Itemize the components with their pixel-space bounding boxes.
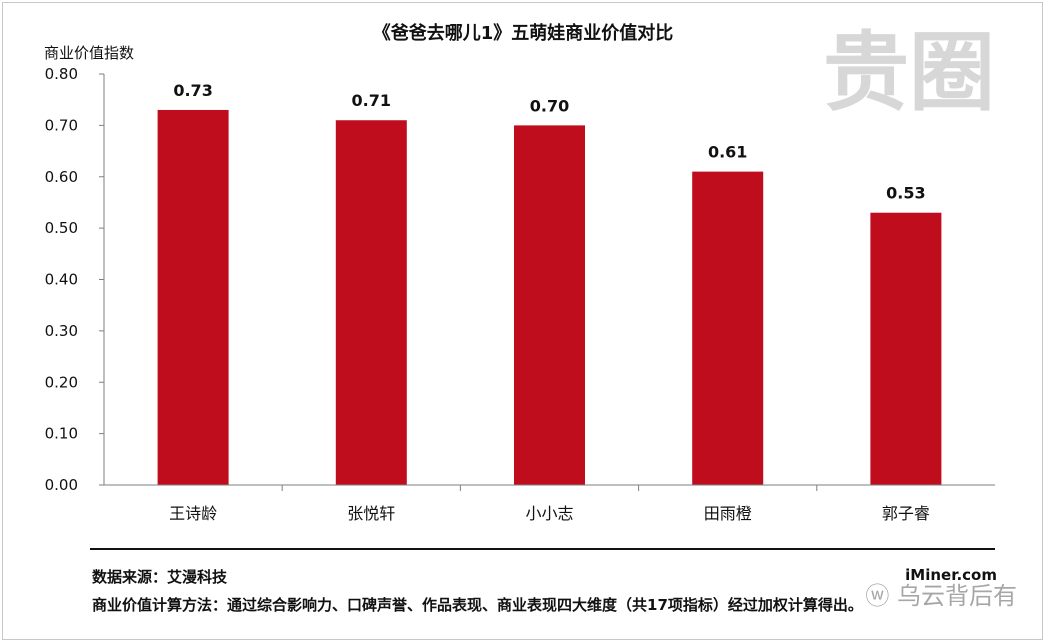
method-note: 商业价值计算方法：通过综合影响力、口碑声誉、作品表现、商业表现四大维度（共17项… — [92, 596, 863, 614]
y-tick-label: 0.50 — [45, 219, 78, 237]
y-axis-label: 商业价值指数 — [44, 44, 134, 62]
y-tick-label: 0.20 — [45, 373, 78, 391]
bars — [157, 109, 942, 486]
bar — [157, 109, 229, 486]
y-tick-label: 0.60 — [45, 168, 78, 186]
value-label: 0.70 — [530, 96, 569, 115]
footer-divider — [90, 548, 995, 550]
y-axis: 0.00 0.10 0.20 0.30 0.40 0.50 0.60 0.70 0.80 — [45, 65, 104, 494]
chart-title: 《爸爸去哪儿1》五萌娃商业价值对比 — [373, 22, 674, 44]
y-tick-label: 0.30 — [45, 322, 78, 340]
axes — [103, 74, 995, 486]
y-tick-label: 0.00 — [45, 476, 78, 494]
data-source: 数据来源：艾漫科技 — [92, 568, 228, 586]
x-axis-labels: 王诗龄 张悦轩 小小志 田雨橙 郭子睿 — [169, 485, 930, 523]
value-labels: 0.73 0.71 0.70 0.61 0.53 — [173, 81, 925, 203]
bar — [335, 120, 407, 486]
x-tick-label: 田雨橙 — [704, 504, 752, 523]
y-tick-label: 0.80 — [45, 65, 78, 83]
y-tick-label: 0.70 — [45, 116, 78, 134]
bar — [692, 171, 764, 486]
social-watermark: ⓦ 乌云背后有 — [865, 582, 1017, 610]
bar — [514, 125, 585, 485]
y-tick-label: 0.10 — [45, 425, 78, 443]
value-label: 0.61 — [708, 143, 747, 162]
watermark-logo: 贵圈 — [823, 23, 995, 123]
x-tick-label: 郭子睿 — [882, 504, 930, 523]
value-label: 0.53 — [886, 184, 925, 203]
brand-link: iMiner.com — [905, 566, 997, 584]
bar — [870, 212, 942, 485]
y-tick-label: 0.40 — [45, 271, 78, 289]
x-tick-label: 张悦轩 — [347, 504, 395, 523]
x-tick-label: 小小志 — [525, 504, 573, 523]
value-label: 0.73 — [173, 81, 212, 100]
watermark-text: 贵圈 — [823, 23, 995, 123]
x-tick-label: 王诗龄 — [169, 504, 217, 523]
value-label: 0.71 — [352, 91, 391, 110]
